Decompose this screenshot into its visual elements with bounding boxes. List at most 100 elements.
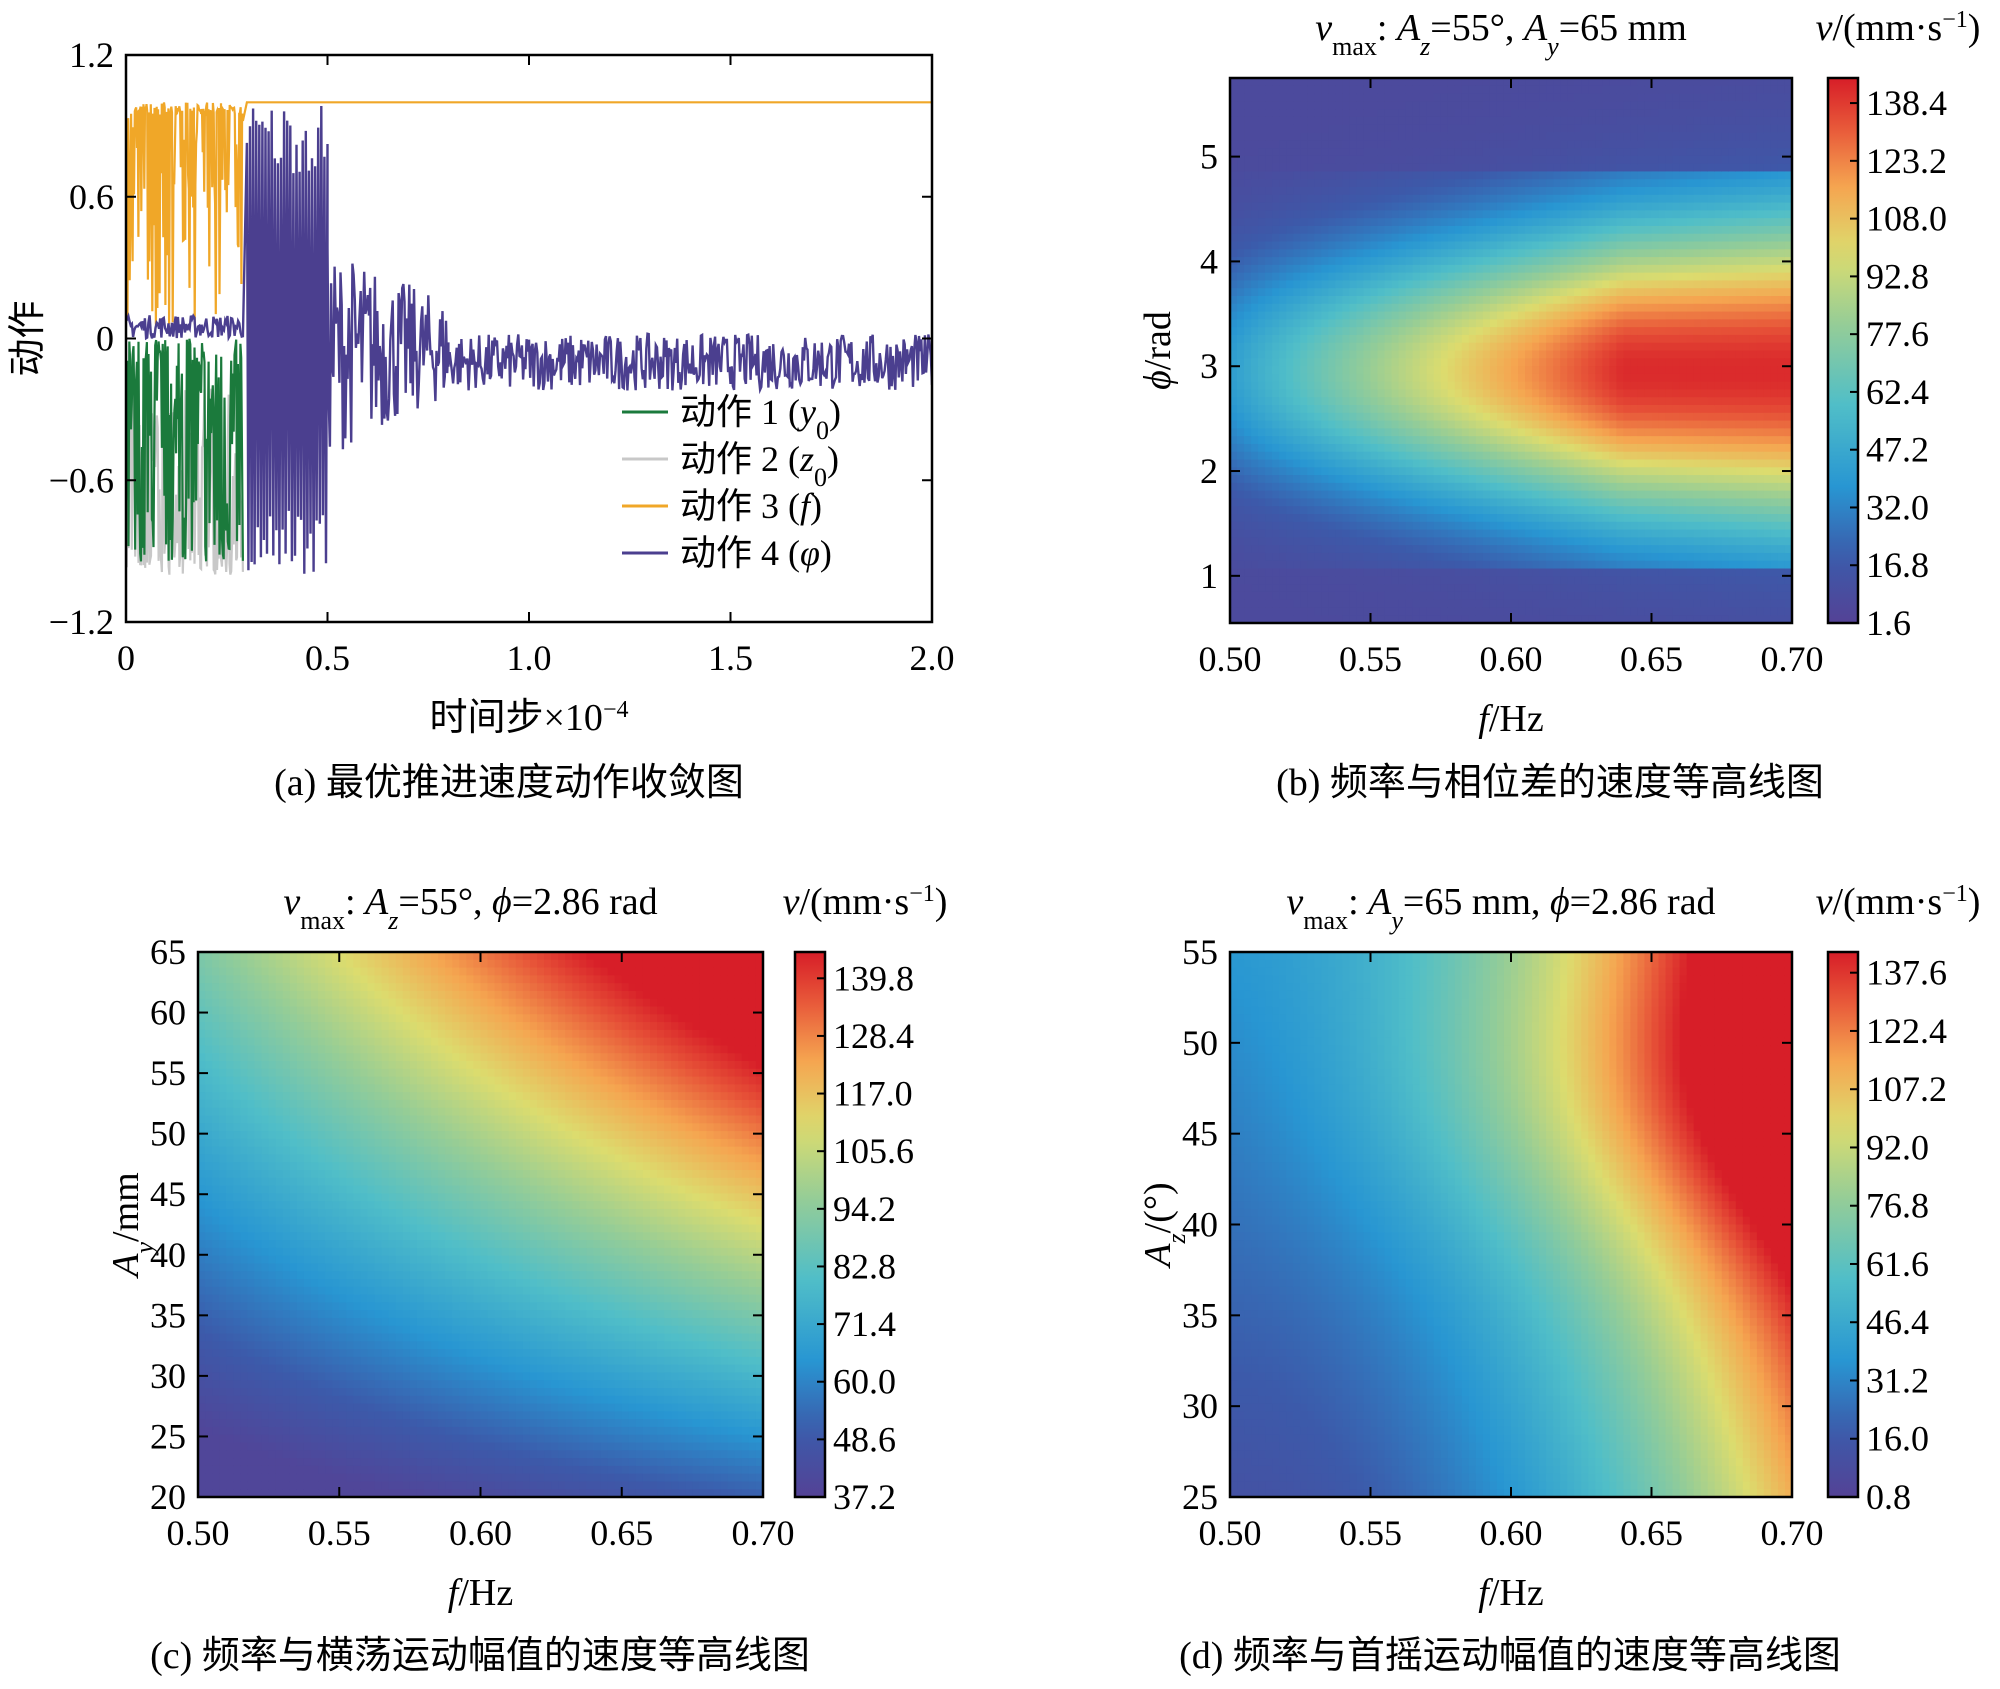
heatmap-cell: [1349, 194, 1358, 204]
heatmap-cell: [1377, 591, 1386, 601]
heatmap-cell: [1672, 381, 1681, 391]
heatmap-cell: [1553, 319, 1561, 328]
heatmap-cell: [1237, 296, 1245, 305]
heatmap-cell: [1391, 358, 1400, 367]
heatmap-cell: [1342, 93, 1351, 102]
heatmap-cell: [1363, 358, 1372, 367]
heatmap-cell: [1644, 319, 1653, 328]
heatmap-cell: [1405, 591, 1414, 601]
heatmap-cell: [1349, 350, 1358, 359]
heatmap-cell: [1363, 148, 1372, 157]
heatmap-cell: [1258, 296, 1266, 305]
heatmap-cell: [1482, 124, 1491, 134]
heatmap-cell: [1658, 576, 1667, 585]
heatmap-cell: [1293, 163, 1301, 173]
heatmap-cell: [1672, 334, 1681, 344]
heatmap-cell: [1630, 303, 1639, 313]
heatmap-cell: [1356, 576, 1365, 585]
heatmap-cell: [1553, 568, 1561, 577]
heatmap-cell: [1511, 140, 1519, 149]
heatmap-cell: [1482, 389, 1491, 398]
heatmap-cell: [1574, 210, 1582, 219]
heatmap-cell: [1447, 451, 1456, 461]
heatmap-cell: [1707, 420, 1716, 429]
heatmap-cell: [1503, 498, 1512, 507]
heatmap-cell: [1384, 171, 1393, 180]
heatmap-cell: [1300, 101, 1308, 110]
heatmap-cell: [1714, 412, 1723, 422]
heatmap-cell: [1398, 319, 1407, 328]
heatmap-cell: [1279, 397, 1287, 406]
heatmap-cell: [1482, 202, 1491, 211]
heatmap-cell: [1314, 358, 1322, 367]
heatmap-cell: [1602, 342, 1610, 352]
heatmap-cell: [1700, 187, 1709, 196]
heatmap-cell: [1412, 288, 1421, 297]
heatmap-cell: [1672, 132, 1681, 141]
heatmap-cell: [1588, 576, 1596, 585]
heatmap-cell: [1300, 397, 1308, 406]
heatmap-cell: [1237, 498, 1245, 507]
heatmap-cell: [1602, 389, 1610, 398]
heatmap-cell: [1700, 498, 1709, 507]
heatmap-cell: [1658, 475, 1667, 484]
heatmap-cell: [1398, 482, 1407, 492]
heatmap-cell: [1602, 443, 1610, 453]
heatmap-cell: [1693, 225, 1702, 235]
heatmap-cell: [1447, 412, 1456, 422]
heatmap-cell: [1644, 155, 1653, 165]
heatmap-cell: [1265, 467, 1273, 476]
heatmap-cell: [1237, 116, 1245, 126]
heatmap-cell: [1539, 319, 1547, 328]
heatmap-cell: [1237, 233, 1245, 243]
heatmap-cell: [1265, 560, 1273, 570]
heatmap-cell: [1714, 218, 1723, 227]
heatmap-cell: [1405, 521, 1414, 531]
heatmap-cell: [1546, 615, 1554, 624]
heatmap-cell: [1553, 459, 1561, 468]
heatmap-cell: [1377, 615, 1386, 624]
heatmap-cell: [1356, 568, 1365, 577]
heatmap-cell: [1335, 459, 1344, 468]
heatmap-cell: [1539, 428, 1547, 437]
heatmap-cell: [1391, 163, 1400, 173]
heatmap-cell: [1496, 171, 1505, 180]
heatmap-cell: [1447, 140, 1456, 149]
heatmap-cell: [1272, 350, 1280, 359]
heatmap-cell: [1265, 264, 1273, 274]
heatmap-cell: [1244, 78, 1252, 87]
heatmap-cell: [1258, 116, 1266, 126]
heatmap-cell: [1377, 303, 1386, 313]
heatmap-cell: [1651, 568, 1660, 577]
heatmap-cell: [1609, 381, 1617, 391]
heatmap-cell: [1440, 537, 1449, 546]
heatmap-cell: [1553, 584, 1561, 593]
heatmap-cell: [1496, 506, 1505, 515]
heatmap-cell: [1391, 233, 1400, 243]
heatmap-cell: [1553, 288, 1561, 297]
heatmap-cell: [1265, 93, 1273, 102]
heatmap-cell: [1321, 358, 1329, 367]
heatmap-cell: [1412, 319, 1421, 328]
heatmap-cell: [1426, 342, 1435, 352]
heatmap-cell: [1721, 155, 1730, 165]
heatmap-cell: [1553, 179, 1561, 188]
heatmap-cell: [1461, 233, 1470, 243]
heatmap-cell: [1342, 334, 1351, 344]
heatmap-cell: [1503, 576, 1512, 585]
heatmap-cell: [1721, 202, 1730, 211]
heatmap-cell: [1321, 397, 1329, 406]
heatmap-cell: [1518, 373, 1526, 383]
heatmap-cell: [1595, 163, 1603, 173]
heatmap-cell: [1525, 272, 1533, 282]
heatmap-cell: [1398, 560, 1407, 570]
heatmap-cell: [1630, 568, 1639, 577]
heatmap-cell: [1482, 155, 1491, 165]
heatmap-cell: [1426, 490, 1435, 500]
heatmap-cell: [1496, 584, 1505, 593]
heatmap-cell: [1539, 194, 1547, 204]
heatmap-cell: [1454, 257, 1463, 266]
heatmap-cell: [1398, 327, 1407, 336]
heatmap-cell: [1525, 366, 1533, 375]
heatmap-cell: [1539, 545, 1547, 554]
